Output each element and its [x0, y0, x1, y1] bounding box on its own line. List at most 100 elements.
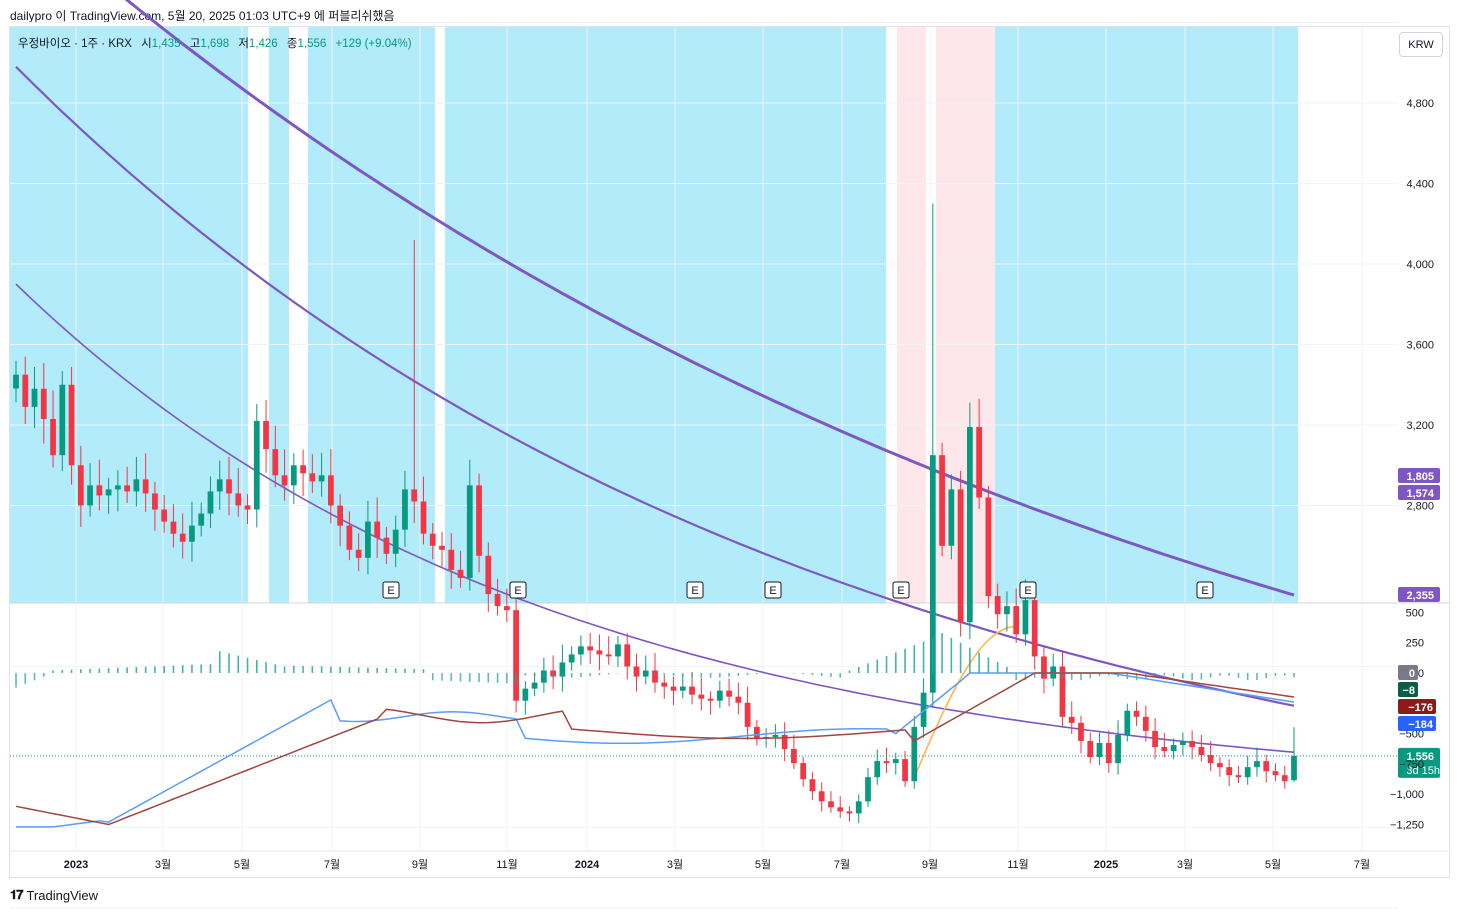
candle-body — [1041, 656, 1047, 679]
price-tag: 1,805 — [1398, 468, 1440, 483]
candle-body — [559, 662, 566, 677]
time-tick-label: 3월 — [155, 858, 171, 871]
candle — [300, 449, 306, 496]
candle-body — [911, 726, 918, 782]
candle — [1226, 759, 1233, 787]
macd-tick-label: 250 — [1406, 638, 1424, 650]
candle-body — [615, 644, 621, 657]
candle — [559, 644, 566, 692]
candle — [365, 500, 371, 575]
candle-body — [272, 449, 279, 476]
candle — [142, 453, 149, 512]
candle — [420, 476, 427, 545]
candle — [615, 635, 621, 668]
candle — [309, 454, 316, 494]
candle — [13, 360, 19, 403]
candle — [1096, 732, 1103, 766]
candle-body — [689, 686, 695, 695]
candle-body — [457, 569, 464, 578]
candle-body — [679, 686, 686, 691]
candle — [337, 494, 344, 547]
currency-button[interactable]: KRW — [1399, 32, 1443, 57]
time-tick-label: 9월 — [412, 858, 428, 871]
candle — [179, 513, 186, 559]
candle-body — [920, 692, 927, 727]
candle — [466, 459, 473, 591]
candle — [994, 583, 1001, 629]
candle — [50, 390, 56, 468]
candle-body — [392, 529, 399, 554]
candle-body — [152, 493, 158, 510]
session-band-6 — [936, 27, 995, 603]
candle — [957, 470, 964, 637]
candle-body — [263, 420, 269, 450]
candle — [1254, 747, 1260, 777]
macd-tick-label: −750 — [1399, 759, 1424, 771]
candle-body — [124, 485, 131, 492]
earnings-marker-label: E — [691, 585, 698, 597]
candle-body — [513, 610, 519, 701]
macd-value-tag: −184 — [1398, 716, 1436, 731]
tradingview-logo-icon: 𝟏𝟕 — [10, 887, 24, 902]
candle — [633, 653, 640, 692]
candle-body — [411, 489, 418, 502]
macd-tick-label: 0 — [1418, 668, 1424, 680]
candle — [735, 682, 742, 715]
candle-body — [994, 596, 1001, 615]
time-tick-label: 5월 — [1265, 858, 1281, 871]
macd-value-tag-box — [1398, 665, 1418, 680]
earnings-marker: E — [509, 581, 527, 599]
price-tag-box — [1398, 747, 1440, 778]
candle-body — [1059, 666, 1066, 717]
candle — [244, 494, 251, 525]
candle-body — [735, 696, 742, 703]
candle-body — [865, 777, 871, 802]
candle — [966, 402, 973, 640]
candle — [1133, 701, 1140, 726]
candle — [485, 542, 492, 613]
candle-body — [226, 479, 232, 494]
macd-value-tag-box — [1398, 699, 1436, 714]
candle — [753, 720, 760, 746]
candle — [170, 504, 177, 548]
candle — [1291, 727, 1297, 783]
candle-body — [1004, 606, 1010, 615]
candle-body — [1281, 775, 1288, 782]
candle-body — [114, 485, 121, 490]
candle-body — [1152, 730, 1158, 747]
candle — [865, 767, 871, 807]
candle — [114, 470, 121, 512]
candle-body — [40, 388, 47, 419]
candle-body — [753, 726, 760, 739]
price-tag-box — [1398, 485, 1440, 500]
earnings-marker: E — [1019, 581, 1037, 599]
candle-body — [476, 485, 482, 556]
candle — [920, 678, 927, 738]
price-tag: 1,556 3d 15h — [1398, 747, 1440, 778]
candle-body — [300, 465, 306, 474]
earnings-marker-box — [1019, 581, 1037, 599]
candle — [355, 533, 362, 572]
time-tick-label: 5월 — [234, 858, 250, 871]
time-tick-label: 5월 — [755, 858, 771, 871]
candle — [374, 497, 381, 558]
candle — [1281, 765, 1288, 789]
candle — [522, 681, 529, 715]
candle — [161, 494, 168, 533]
macd-value-tag: −8 — [1398, 682, 1418, 697]
candle — [439, 532, 445, 567]
candle-body — [1244, 767, 1251, 778]
candle-body — [818, 791, 825, 802]
candle-body — [1124, 710, 1131, 735]
candle — [744, 686, 751, 740]
signal-line — [15, 672, 1295, 826]
candle-body — [800, 763, 807, 780]
legend-close: 1,556 — [297, 38, 327, 50]
candle-body — [244, 505, 251, 510]
price-tag-label: 2,355 — [1406, 590, 1434, 602]
candle — [429, 522, 436, 560]
candle-body — [207, 491, 214, 514]
candle — [124, 466, 131, 503]
candle-body — [522, 688, 529, 701]
